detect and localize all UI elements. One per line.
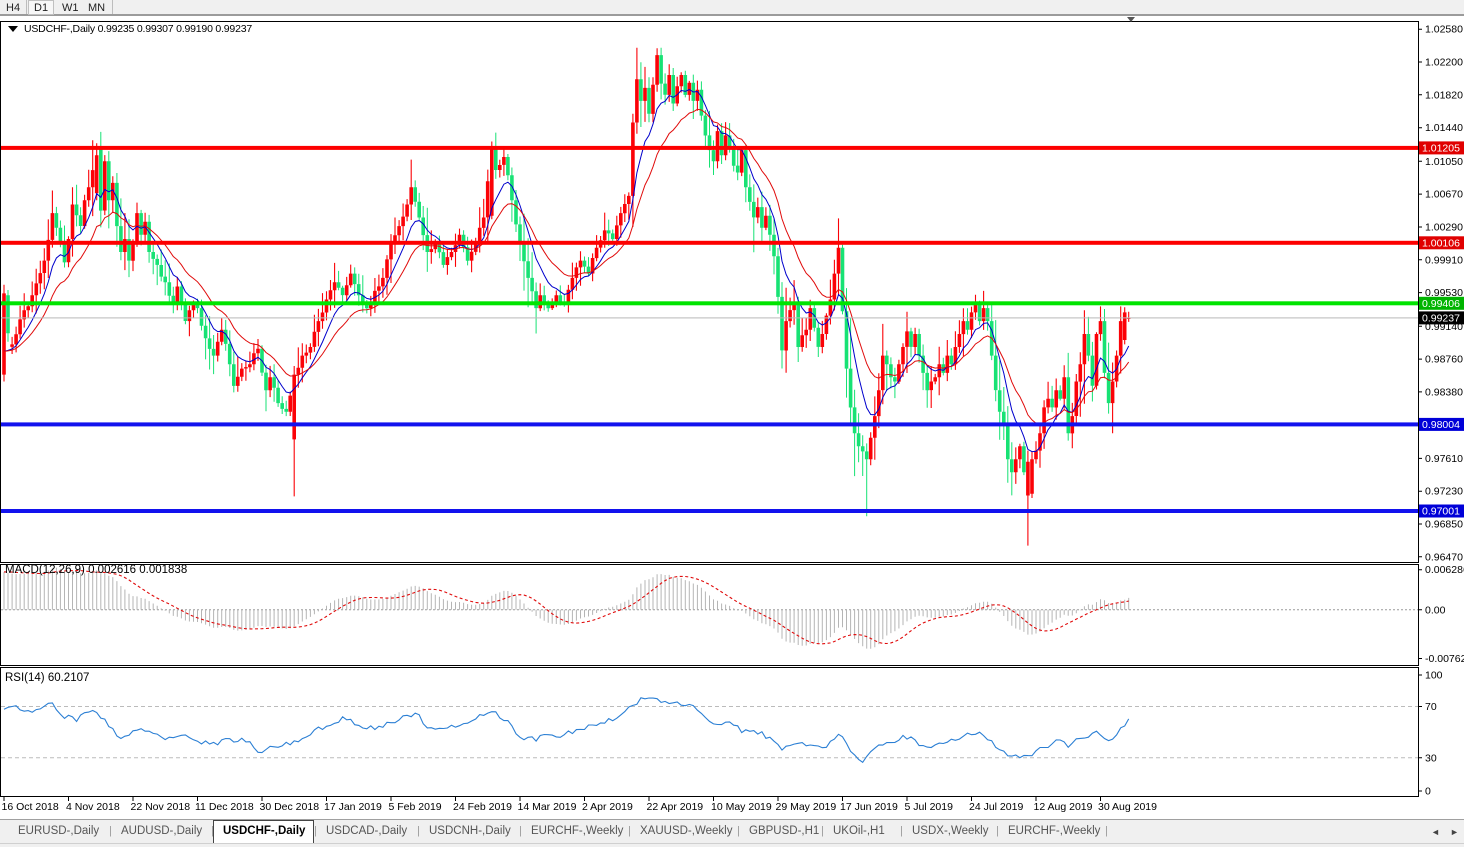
svg-text:0.97001: 0.97001: [1422, 506, 1460, 518]
svg-text:0.97230: 0.97230: [1425, 486, 1463, 498]
svg-text:1.01205: 1.01205: [1422, 142, 1460, 154]
svg-text:70: 70: [1425, 701, 1437, 713]
svg-text:5 Jul 2019: 5 Jul 2019: [905, 801, 954, 813]
svg-text:0.99406: 0.99406: [1422, 298, 1460, 310]
svg-text:0.99910: 0.99910: [1425, 254, 1463, 266]
svg-text:17 Jan 2019: 17 Jan 2019: [324, 801, 382, 813]
svg-text:12 Aug 2019: 12 Aug 2019: [1034, 801, 1093, 813]
svg-text:24 Jul 2019: 24 Jul 2019: [969, 801, 1023, 813]
svg-text:1.01440: 1.01440: [1425, 122, 1463, 134]
svg-text:1.02580: 1.02580: [1425, 24, 1463, 36]
svg-text:14 Mar 2019: 14 Mar 2019: [518, 801, 577, 813]
svg-text:1.01820: 1.01820: [1425, 89, 1463, 101]
svg-text:0.006286: 0.006286: [1425, 564, 1464, 576]
svg-text:11 Dec 2018: 11 Dec 2018: [195, 801, 254, 813]
svg-text:-0.00762: -0.00762: [1425, 653, 1464, 665]
svg-text:1.00106: 1.00106: [1422, 237, 1460, 249]
svg-text:0.99237: 0.99237: [1422, 312, 1460, 324]
svg-text:10 May 2019: 10 May 2019: [711, 801, 772, 813]
svg-text:MACD(12,26,9) 0.002616 0.00183: MACD(12,26,9) 0.002616 0.001838: [5, 564, 187, 576]
svg-text:30: 30: [1425, 752, 1437, 764]
svg-text:0.98380: 0.98380: [1425, 386, 1463, 398]
svg-text:5 Feb 2019: 5 Feb 2019: [389, 801, 442, 813]
svg-text:17 Jun 2019: 17 Jun 2019: [840, 801, 898, 813]
svg-text:22 Nov 2018: 22 Nov 2018: [131, 801, 191, 813]
svg-text:4 Nov 2018: 4 Nov 2018: [66, 801, 120, 813]
svg-text:30 Aug 2019: 30 Aug 2019: [1098, 801, 1157, 813]
svg-text:1.01050: 1.01050: [1425, 156, 1463, 168]
svg-text:30 Dec 2018: 30 Dec 2018: [260, 801, 320, 813]
svg-text:0.99530: 0.99530: [1425, 287, 1463, 299]
svg-text:22 Apr 2019: 22 Apr 2019: [647, 801, 704, 813]
svg-text:0.96470: 0.96470: [1425, 551, 1463, 563]
svg-text:0.98004: 0.98004: [1422, 419, 1460, 431]
svg-text:1.02200: 1.02200: [1425, 57, 1463, 69]
svg-text:0.97610: 0.97610: [1425, 453, 1463, 465]
svg-text:0.00: 0.00: [1425, 604, 1446, 616]
svg-text:24 Feb 2019: 24 Feb 2019: [453, 801, 512, 813]
svg-text:16 Oct 2018: 16 Oct 2018: [2, 801, 59, 813]
svg-text:0: 0: [1425, 786, 1431, 798]
svg-text:2 Apr 2019: 2 Apr 2019: [582, 801, 633, 813]
svg-text:USDCHF-,Daily 0.99235 0.99307: USDCHF-,Daily 0.99235 0.99307 0.99190 0.…: [24, 23, 252, 35]
svg-text:1.00670: 1.00670: [1425, 189, 1463, 201]
svg-text:0.96850: 0.96850: [1425, 519, 1463, 531]
svg-text:0.98760: 0.98760: [1425, 354, 1463, 366]
svg-text:29 May 2019: 29 May 2019: [776, 801, 837, 813]
svg-text:1.00290: 1.00290: [1425, 222, 1463, 234]
svg-text:100: 100: [1425, 669, 1443, 681]
svg-text:RSI(14) 60.2107: RSI(14) 60.2107: [5, 672, 89, 684]
